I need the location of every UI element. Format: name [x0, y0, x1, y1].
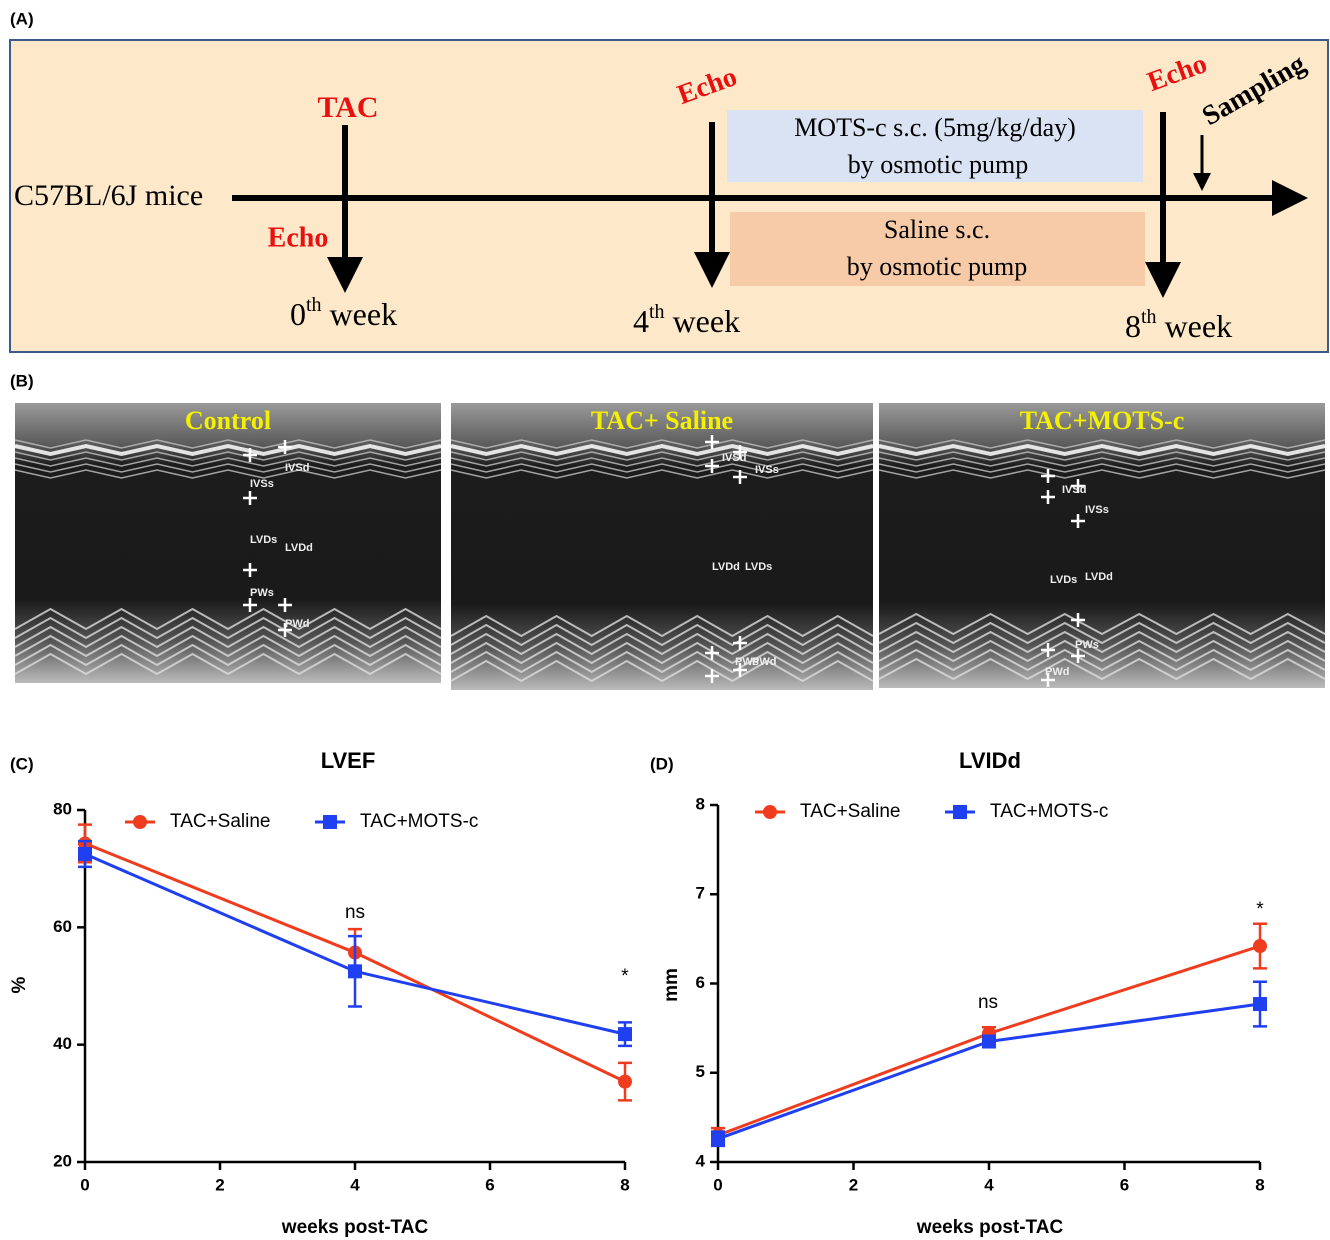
data-point — [78, 847, 92, 861]
caliper-label: PWs — [1075, 639, 1099, 651]
data-point — [618, 1027, 632, 1041]
data-point — [348, 964, 362, 978]
x-tick-label: 8 — [620, 1175, 629, 1194]
caliper-label: PWs — [250, 587, 274, 599]
y-tick-label: 80 — [53, 799, 72, 818]
x-tick-label: 6 — [1120, 1175, 1129, 1194]
legend-marker — [133, 815, 147, 829]
panel-label: (C) — [10, 754, 34, 773]
caliper-label: IVSd — [285, 462, 309, 474]
annotation: ns — [345, 902, 365, 923]
y-tick-label: 20 — [53, 1151, 72, 1170]
y-tick-label: 6 — [696, 973, 705, 992]
legend-label: TAC+Saline — [800, 801, 901, 822]
x-tick-label: 2 — [849, 1175, 858, 1194]
legend-marker — [323, 815, 337, 829]
x-tick-label: 0 — [713, 1175, 722, 1194]
panel-label: (D) — [650, 754, 674, 773]
caliper-label: LVDs — [250, 534, 277, 546]
y-tick-label: 4 — [696, 1151, 706, 1170]
box-text: Saline s.c. — [884, 215, 990, 244]
week-suffix: th — [1141, 306, 1157, 328]
box-text: by osmotic pump — [848, 150, 1029, 179]
x-axis-label: weeks post-TAC — [916, 1217, 1064, 1238]
caliper-label: LVDs — [1050, 574, 1077, 586]
legend-label: TAC+Saline — [170, 811, 271, 832]
week-word: week — [673, 303, 741, 339]
caliper-label: IVSs — [1085, 504, 1109, 516]
image-title: TAC+ Saline — [591, 406, 733, 435]
week-word: week — [330, 296, 398, 332]
data-point — [618, 1075, 632, 1089]
caliper-label: LVDd — [712, 561, 740, 573]
week-suffix: th — [306, 294, 322, 316]
caliper-label: IVSd — [722, 452, 746, 464]
data-point — [711, 1132, 725, 1146]
x-tick-label: 2 — [215, 1175, 224, 1194]
image-title: Control — [185, 406, 271, 435]
annotation: * — [621, 966, 629, 987]
caliper-label: IVSd — [1062, 484, 1086, 496]
x-tick-label: 4 — [350, 1175, 360, 1194]
legend-label: TAC+MOTS-c — [990, 801, 1108, 822]
caliper-label: PWd — [1045, 666, 1069, 678]
annotation: ns — [978, 992, 998, 1013]
legend-marker — [953, 805, 967, 819]
y-tick-label: 40 — [53, 1034, 72, 1053]
tac-label: TAC — [317, 91, 378, 124]
caliper-label: IVSs — [250, 478, 274, 490]
chart-title: LVIDd — [959, 748, 1021, 773]
x-tick-label: 8 — [1255, 1175, 1264, 1194]
caliper-label: PWd — [285, 618, 309, 630]
caliper-label: IVSs — [755, 464, 779, 476]
week-number: 8 — [1125, 308, 1141, 344]
legend-marker — [763, 805, 777, 819]
image-title: TAC+MOTS-c — [1020, 406, 1185, 435]
subject-label: C57BL/6J mice — [14, 179, 203, 212]
x-tick-label: 0 — [80, 1175, 89, 1194]
figure: (A) C57BL/6J mice TAC Echo Echo Echo Sam… — [0, 0, 1330, 1240]
caliper-label: LVDd — [1085, 571, 1113, 583]
caliper-label: LVDd — [285, 542, 313, 554]
panel-label: (B) — [10, 371, 34, 390]
caliper-label: PWd — [752, 656, 776, 668]
y-axis-label: mm — [661, 968, 682, 1002]
chart-title: LVEF — [321, 748, 376, 773]
x-tick-label: 6 — [485, 1175, 494, 1194]
box-text: MOTS-c s.c. (5mg/kg/day) — [794, 113, 1076, 142]
data-point — [1253, 939, 1267, 953]
y-axis-label: % — [9, 976, 30, 993]
echo-label: Echo — [268, 222, 329, 253]
caliper-label: LVDs — [745, 561, 772, 573]
week-word: week — [1165, 308, 1233, 344]
x-axis-label: weeks post-TAC — [281, 1217, 429, 1238]
y-tick-label: 8 — [696, 794, 705, 813]
x-tick-label: 4 — [984, 1175, 994, 1194]
series-line — [718, 1004, 1260, 1139]
data-point — [982, 1035, 996, 1049]
data-point — [1253, 997, 1267, 1011]
y-tick-label: 60 — [53, 917, 72, 936]
legend-label: TAC+MOTS-c — [360, 811, 478, 832]
week-suffix: th — [649, 301, 665, 323]
week-number: 4 — [633, 303, 649, 339]
panel-label: (A) — [10, 9, 34, 28]
box-text: by osmotic pump — [847, 252, 1028, 281]
y-tick-label: 7 — [696, 884, 705, 903]
week-number: 0 — [290, 296, 306, 332]
y-tick-label: 5 — [696, 1062, 705, 1081]
annotation: * — [1256, 899, 1264, 920]
